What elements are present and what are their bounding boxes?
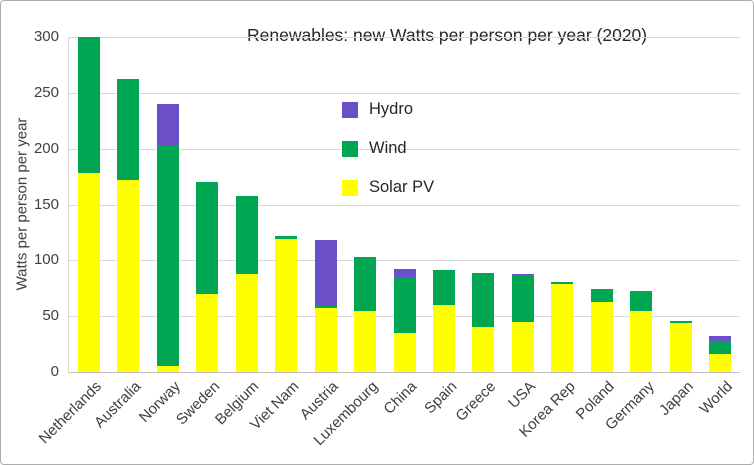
bar-segment-solar-pv: [354, 310, 377, 372]
bar-segment-solar-pv: [117, 179, 140, 372]
y-tick-label: 300: [33, 28, 59, 45]
bar-segment-solar-pv: [393, 332, 416, 372]
legend-swatch: [342, 140, 358, 157]
bar-segment-solar-pv: [314, 308, 337, 372]
bar-segment-wind: [432, 270, 455, 305]
bar-segment-solar-pv: [669, 322, 692, 372]
bar-segment-hydro: [314, 240, 337, 307]
x-axis-label: Netherlands: [35, 378, 105, 448]
x-axis-label: Japan: [655, 378, 697, 419]
y-tick-label: 50: [42, 307, 59, 325]
bar-segment-hydro: [156, 104, 179, 147]
bar-segment-wind: [511, 274, 534, 322]
y-tick-label: 150: [33, 195, 59, 213]
y-tick-label: 0: [50, 363, 59, 380]
bar-segment-hydro: [709, 336, 732, 341]
legend-item-hydro: Hydro: [342, 100, 434, 119]
legend-swatch: [342, 179, 358, 196]
bar-segment-solar-pv: [196, 293, 219, 372]
bar-segment-hydro: [511, 273, 534, 275]
y-tick-label: 100: [33, 251, 59, 269]
gridline: [69, 92, 740, 94]
bar-segment-wind: [709, 340, 732, 355]
bar-segment-wind: [354, 257, 377, 311]
chart-title: Renewables: new Watts per person per yea…: [247, 25, 648, 45]
bar-segment-solar-pv: [77, 173, 100, 372]
bar-segment-solar-pv: [235, 273, 258, 372]
bar-segment-wind: [393, 277, 416, 333]
bar-segment-solar-pv: [551, 283, 574, 372]
bar-segment-solar-pv: [590, 301, 613, 372]
x-axis-label: World: [696, 378, 737, 418]
plot-area: [68, 37, 740, 373]
legend-item-solar-pv: Solar PV: [342, 178, 434, 197]
gridline: [69, 204, 740, 206]
bar-segment-wind: [77, 37, 100, 174]
legend-label: Wind: [369, 139, 407, 157]
legend: Hydro Wind Solar PV: [342, 100, 434, 217]
bar-segment-solar-pv: [630, 310, 653, 372]
bar-segment-wind: [235, 195, 258, 274]
bar-segment-solar-pv: [472, 327, 495, 372]
bar-segment-solar-pv: [275, 239, 298, 372]
bar-segment-wind: [551, 281, 574, 284]
x-axis-label: Greece: [452, 378, 500, 425]
legend-item-wind: Wind: [342, 139, 434, 158]
bar-segment-wind: [196, 182, 219, 294]
bar-segment-wind: [669, 320, 692, 323]
bar-segment-wind: [314, 306, 337, 309]
gridline: [69, 148, 740, 150]
legend-swatch: [342, 101, 358, 118]
x-axis-label: China: [380, 378, 421, 418]
bar-segment-wind: [630, 290, 653, 311]
y-axis-ticks: 0 50 100 150 200 250 300: [1, 28, 59, 380]
x-axis-label: USA: [505, 378, 539, 412]
bar-segment-wind: [117, 79, 140, 180]
gridline: [69, 260, 740, 262]
bar-segment-wind: [156, 146, 179, 367]
bar-segment-wind: [275, 235, 298, 240]
bar-segment-solar-pv: [156, 366, 179, 372]
y-tick-label: 200: [33, 139, 59, 157]
y-tick-label: 250: [33, 83, 59, 101]
bar-segment-wind: [472, 272, 495, 328]
bar-segment-solar-pv: [709, 354, 732, 372]
legend-label: Solar PV: [369, 178, 435, 196]
bar-segment-solar-pv: [432, 305, 455, 372]
bar-segment-solar-pv: [511, 321, 534, 372]
bar-segment-wind: [590, 289, 613, 302]
gridline: [69, 37, 740, 38]
legend-label: Hydro: [369, 100, 414, 118]
x-axis-labels: Netherlands Australia Norway Sweden Belgium V…: [36, 378, 739, 464]
bar-segment-hydro: [393, 269, 416, 278]
